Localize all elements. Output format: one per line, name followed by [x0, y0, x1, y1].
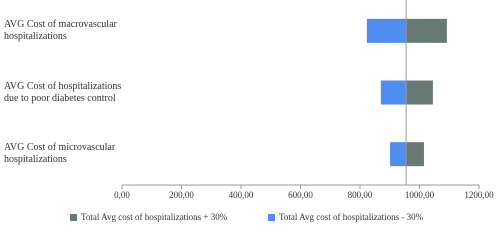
plot: 0,00 200,00 400,00 600,00 800,00 1000,00 1200,… [114, 0, 494, 200]
x-tick-label: 400,00 [229, 190, 254, 200]
x-tick-label: 200,00 [169, 190, 194, 200]
x-tick-label: 600,00 [288, 190, 313, 200]
x-tick-label: 800,00 [348, 190, 373, 200]
bar [406, 80, 433, 105]
legend-swatch [70, 213, 77, 221]
x-tick-label: 0,00 [114, 190, 130, 200]
legend-label: Total Avg cost of hospitalizations + 30% [81, 212, 228, 222]
bar [406, 142, 424, 167]
bar [390, 142, 407, 167]
category-label: AVG Cost of macrovascular hospitalizatio… [4, 18, 117, 42]
legend-label: Total Avg cost of hospitalizations - 30% [279, 212, 424, 222]
x-tick-label: 1000,00 [405, 190, 435, 200]
bar [366, 18, 407, 43]
legend-swatch [268, 213, 275, 221]
legend-item: Total Avg cost of hospitalizations - 30% [268, 212, 423, 222]
x-tick-label: 1200,00 [464, 190, 494, 200]
category-label: AVG Cost of hospitalizations due to poor… [4, 80, 122, 104]
bar [406, 18, 447, 43]
bar [380, 80, 407, 105]
category-label: AVG Cost of microvascular hospitalizatio… [4, 142, 116, 166]
chart: 0,00 200,00 400,00 600,00 800,00 1000,00 1200,… [4, 0, 494, 222]
legend-item: Total Avg cost of hospitalizations + 30% [70, 212, 227, 222]
